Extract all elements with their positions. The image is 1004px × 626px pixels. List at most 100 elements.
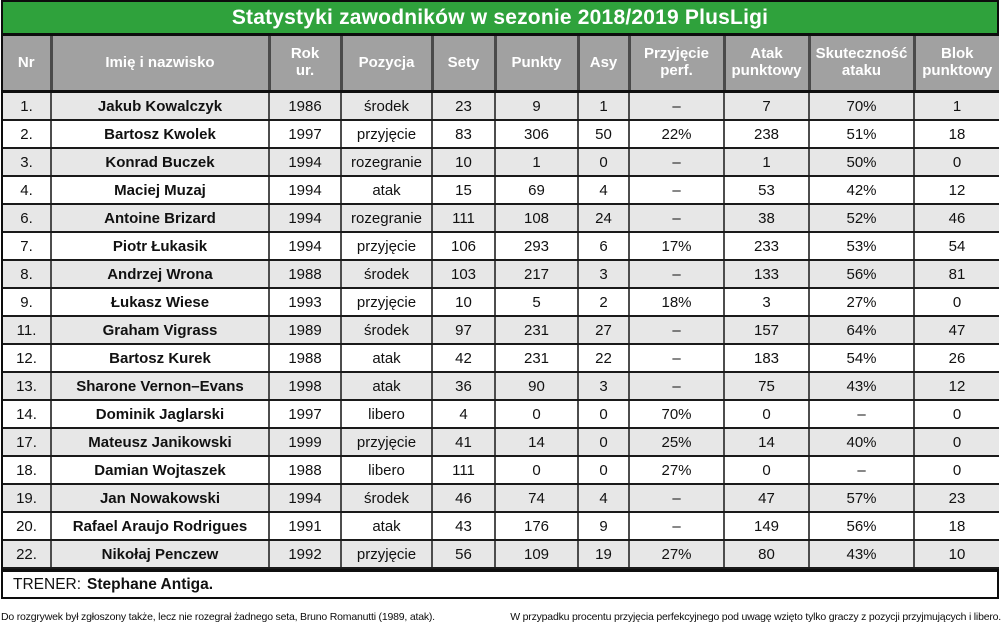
trener-row: TRENER: Stephane Antiga. (3, 569, 997, 597)
sets-cell: 46 (431, 483, 496, 513)
sets-cell: 15 (431, 175, 496, 205)
block-points-cell: 10 (913, 539, 999, 569)
attack-points-cell: 0 (723, 399, 810, 429)
aces-cell: 2 (577, 287, 630, 317)
position-cell: libero (340, 399, 433, 429)
stats-table: Nr Imię i nazwisko Rok ur. Pozycja Sety Punkt… (3, 36, 999, 569)
aces-cell: 27 (577, 315, 630, 345)
aces-cell: 3 (577, 371, 630, 401)
player-row: 13. Sharone Vernon–Evans 1998 atak 36 90 3–75 4… (3, 371, 999, 401)
name-cell: Sharone Vernon–Evans (50, 371, 270, 401)
nr-cell: 6. (3, 203, 52, 233)
position-cell: środek (340, 259, 433, 289)
points-cell: 108 (494, 203, 579, 233)
block-points-cell: 54 (913, 231, 999, 261)
column-header-name: Imię i nazwisko (49, 36, 271, 93)
aces-cell: 3 (577, 259, 630, 289)
attack-efficiency-cell: 27% (808, 287, 915, 317)
position-cell: atak (340, 371, 433, 401)
aces-cell: 0 (577, 455, 630, 485)
position-cell: atak (340, 511, 433, 541)
player-row: 22. Nikołaj Penczew 1992 przyjęcie 56 109 19 27… (3, 539, 999, 569)
reception-perf-cell: – (628, 259, 725, 289)
player-row: 8. Andrzej Wrona 1988 środek 103 217 3–133 56% 8… (3, 259, 999, 289)
page-title: Statystyki zawodników w sezonie 2018/201… (3, 2, 997, 36)
name-cell: Andrzej Wrona (50, 259, 270, 289)
attack-points-cell: 80 (723, 539, 810, 569)
attack-efficiency-cell: 43% (808, 539, 915, 569)
attack-efficiency-cell: – (808, 399, 915, 429)
attack-points-cell: 38 (723, 203, 810, 233)
name-cell: Bartosz Kurek (50, 343, 270, 373)
points-cell: 231 (494, 343, 579, 373)
points-cell: 5 (494, 287, 579, 317)
column-header-points: Punkty (493, 36, 580, 93)
points-cell: 176 (494, 511, 579, 541)
nr-cell: 7. (3, 231, 52, 261)
birth-year-cell: 1991 (268, 511, 342, 541)
reception-perf-cell: – (628, 315, 725, 345)
birth-year-cell: 1998 (268, 371, 342, 401)
player-row: 6. Antoine Brizard 1994 rozegranie 111 108 24–… (3, 203, 999, 233)
reception-perf-cell: – (628, 147, 725, 177)
column-header-aces: Asy (576, 36, 631, 93)
sets-cell: 10 (431, 287, 496, 317)
position-cell: przyjęcie (340, 427, 433, 457)
aces-cell: 24 (577, 203, 630, 233)
player-row: 7. Piotr Łukasik 1994 przyjęcie 106 293 6 17% 23… (3, 231, 999, 261)
points-cell: 69 (494, 175, 579, 205)
points-cell: 9 (494, 90, 579, 121)
position-cell: atak (340, 343, 433, 373)
block-points-cell: 0 (913, 399, 999, 429)
aces-cell: 19 (577, 539, 630, 569)
attack-efficiency-cell: 57% (808, 483, 915, 513)
player-row: 4. Maciej Muzaj 1994 atak 15 69 4–53 42% 12 (3, 175, 999, 205)
player-row: 9. Łukasz Wiese 1993 przyjęcie 10 5 2 18% 3 27% 0 (3, 287, 999, 317)
attack-points-cell: 149 (723, 511, 810, 541)
birth-year-cell: 1994 (268, 147, 342, 177)
trener-name: Stephane Antiga. (87, 575, 214, 593)
name-cell: Jakub Kowalczyk (50, 90, 270, 121)
aces-cell: 0 (577, 399, 630, 429)
block-points-cell: 0 (913, 147, 999, 177)
birth-year-cell: 1993 (268, 287, 342, 317)
nr-cell: 8. (3, 259, 52, 289)
birth-year-cell: 1997 (268, 119, 342, 149)
reception-perf-cell: – (628, 371, 725, 401)
attack-points-cell: 238 (723, 119, 810, 149)
nr-cell: 3. (3, 147, 52, 177)
points-cell: 109 (494, 539, 579, 569)
player-row: 18. Damian Wojtaszek 1988 libero 111 0 0 27% 0–0 (3, 455, 999, 485)
points-cell: 14 (494, 427, 579, 457)
points-cell: 1 (494, 147, 579, 177)
points-cell: 0 (494, 399, 579, 429)
sets-cell: 106 (431, 231, 496, 261)
sets-cell: 111 (431, 203, 496, 233)
player-row: 11. Graham Vigrass 1989 środek 97 231 27–157 64… (3, 315, 999, 345)
aces-cell: 0 (577, 147, 630, 177)
name-cell: Rafael Araujo Rodrigues (50, 511, 270, 541)
attack-efficiency-cell: 54% (808, 343, 915, 373)
nr-cell: 12. (3, 343, 52, 373)
name-cell: Jan Nowakowski (50, 483, 270, 513)
name-cell: Konrad Buczek (50, 147, 270, 177)
points-cell: 231 (494, 315, 579, 345)
aces-cell: 0 (577, 427, 630, 457)
name-cell: Piotr Łukasik (50, 231, 270, 261)
aces-cell: 4 (577, 175, 630, 205)
aces-cell: 22 (577, 343, 630, 373)
attack-efficiency-cell: 64% (808, 315, 915, 345)
column-header-nr: Nr (3, 36, 53, 93)
reception-perf-cell: – (628, 343, 725, 373)
reception-perf-cell: – (628, 203, 725, 233)
nr-cell: 1. (3, 90, 52, 121)
block-points-cell: 47 (913, 315, 999, 345)
position-cell: przyjęcie (340, 119, 433, 149)
footnote-left: Do rozgrywek był zgłoszony także, lecz n… (1, 611, 435, 624)
player-row: 1. Jakub Kowalczyk 1986 środek 23 9 1–7 70% 1 (3, 90, 999, 121)
column-header-sets: Sety (430, 36, 497, 93)
attack-points-cell: 53 (723, 175, 810, 205)
attack-efficiency-cell: – (808, 455, 915, 485)
position-cell: atak (340, 175, 433, 205)
nr-cell: 18. (3, 455, 52, 485)
